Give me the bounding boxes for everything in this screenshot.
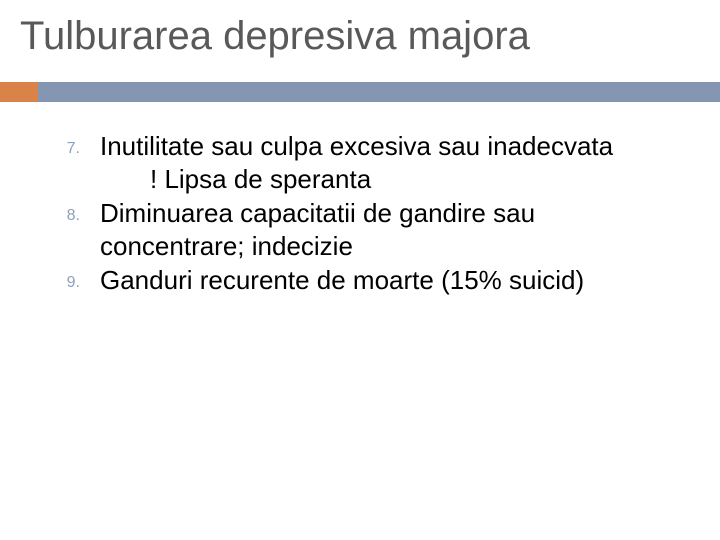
list-subtext: ! Lipsa de speranta xyxy=(100,163,680,196)
list-text-line: Inutilitate sau culpa excesiva sau inade… xyxy=(100,130,680,163)
list-text: Inutilitate sau culpa excesiva sau inade… xyxy=(100,130,680,195)
slide-title: Tulburarea depresiva majora xyxy=(20,14,530,59)
list-number: 9. xyxy=(40,264,100,292)
accent-bar-left xyxy=(0,82,38,102)
list-number: 8. xyxy=(40,197,100,225)
accent-bar-right xyxy=(38,82,720,102)
list-item: 9. Ganduri recurente de moarte (15% suic… xyxy=(40,264,680,297)
list-text: Diminuarea capacitatii de gandire sau co… xyxy=(100,197,680,262)
accent-bar xyxy=(0,82,720,102)
list-text: Ganduri recurente de moarte (15% suicid) xyxy=(100,264,680,297)
content-area: 7. Inutilitate sau culpa excesiva sau in… xyxy=(40,130,680,299)
list-item: 7. Inutilitate sau culpa excesiva sau in… xyxy=(40,130,680,195)
list-item: 8. Diminuarea capacitatii de gandire sau… xyxy=(40,197,680,262)
list-number: 7. xyxy=(40,130,100,158)
